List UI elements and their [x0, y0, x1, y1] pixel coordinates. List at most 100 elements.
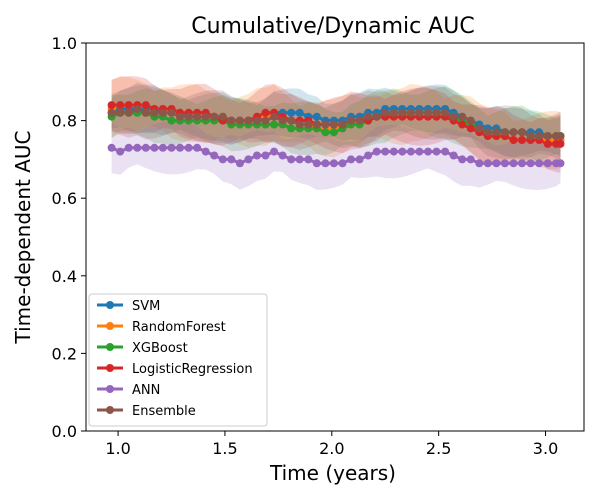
point-logisticregression — [518, 136, 526, 144]
point-ensemble — [107, 108, 116, 117]
point-ann — [347, 155, 355, 164]
point-ann — [227, 155, 236, 164]
point-ann — [133, 143, 142, 152]
x-axis-ticks: 1.0 1.5 2.0 2.5 3.0 — [105, 431, 558, 458]
point-ann — [304, 155, 313, 164]
x-tick-label: 1.0 — [105, 439, 130, 458]
point-ann — [312, 159, 321, 168]
point-ann — [150, 143, 159, 152]
point-ensemble — [210, 112, 219, 121]
point-logisticregression — [141, 101, 150, 110]
point-logisticregression — [509, 136, 518, 144]
legend-box — [88, 293, 268, 427]
point-logisticregression — [116, 101, 125, 110]
point-ann — [287, 155, 296, 164]
point-ann — [261, 151, 270, 160]
chart-title: Cumulative/Dynamic AUC — [191, 14, 475, 39]
point-ensemble — [406, 108, 415, 117]
point-ann — [406, 147, 415, 156]
point-ann — [543, 159, 552, 168]
point-ann — [424, 147, 432, 156]
legend: SVM RandomForest XGBoost LogisticRegression… — [88, 293, 268, 427]
x-tick-label: 2.0 — [319, 439, 344, 458]
point-ensemble — [475, 124, 484, 133]
point-ann — [518, 159, 526, 168]
point-ann — [244, 155, 253, 164]
y-tick-label: 0.6 — [52, 189, 77, 208]
point-ann — [526, 159, 535, 168]
point-ensemble — [312, 120, 321, 129]
point-ensemble — [124, 108, 133, 117]
point-ensemble — [176, 112, 184, 121]
point-ann — [184, 143, 193, 152]
point-xgboost — [321, 128, 330, 137]
point-xgboost — [167, 116, 176, 125]
point-ann — [398, 147, 407, 156]
legend-marker-logisticregression — [106, 364, 114, 372]
point-ann — [441, 147, 450, 156]
point-ann — [458, 155, 467, 164]
legend-label-ensemble: Ensemble — [132, 404, 196, 419]
point-ensemble — [526, 132, 535, 141]
point-ensemble — [184, 112, 193, 121]
point-logisticregression — [458, 120, 467, 129]
y-tick-label: 0.4 — [52, 267, 77, 286]
point-ann — [556, 159, 565, 168]
point-ensemble — [449, 112, 458, 121]
point-ann — [500, 159, 509, 168]
point-logisticregression — [466, 124, 475, 133]
point-ensemble — [133, 105, 142, 113]
x-tick-label: 2.5 — [426, 439, 451, 458]
point-ann — [432, 147, 441, 156]
point-ensemble — [150, 108, 159, 117]
point-svm — [295, 108, 304, 117]
point-xgboost — [270, 120, 279, 129]
point-logisticregression — [124, 101, 133, 110]
point-ensemble — [500, 128, 509, 137]
point-ensemble — [287, 116, 296, 125]
point-ensemble — [492, 128, 501, 137]
point-logisticregression — [556, 139, 565, 148]
point-ensemble — [381, 108, 390, 117]
point-ann — [124, 143, 133, 152]
point-ensemble — [278, 116, 287, 125]
point-ann — [415, 147, 424, 156]
point-logisticregression — [543, 139, 552, 148]
point-ensemble — [338, 120, 347, 129]
point-ann — [509, 159, 518, 168]
legend-marker-ann — [106, 385, 114, 393]
point-ann — [116, 147, 125, 156]
point-ensemble — [295, 120, 304, 129]
point-ann — [235, 159, 244, 168]
point-ann — [141, 143, 150, 152]
point-ann — [389, 147, 398, 156]
point-ann — [253, 151, 261, 160]
point-ensemble — [535, 132, 544, 141]
legend-marker-svm — [106, 301, 114, 309]
point-ensemble — [398, 108, 407, 117]
legend-marker-ensemble — [106, 406, 114, 414]
point-xgboost — [287, 124, 296, 133]
point-ensemble — [193, 112, 202, 121]
point-ensemble — [218, 112, 227, 121]
point-ann — [167, 143, 176, 152]
point-ensemble — [389, 108, 398, 117]
point-ensemble — [518, 128, 526, 137]
legend-label-logisticregression: LogisticRegression — [132, 362, 253, 377]
point-ensemble — [141, 108, 150, 117]
point-ensemble — [253, 116, 261, 125]
point-ensemble — [441, 108, 450, 117]
y-tick-label: 1.0 — [52, 34, 77, 53]
point-ann — [381, 147, 390, 156]
point-ensemble — [543, 132, 552, 141]
point-ann — [475, 159, 484, 168]
point-ann — [355, 155, 364, 164]
point-ensemble — [244, 116, 253, 125]
y-axis-ticks: 0.0 0.2 0.4 0.6 0.8 1.0 — [52, 34, 86, 441]
point-logisticregression — [261, 108, 270, 117]
point-ensemble — [201, 112, 210, 121]
point-ann — [158, 143, 167, 152]
point-ensemble — [158, 108, 167, 117]
point-ensemble — [167, 108, 176, 117]
